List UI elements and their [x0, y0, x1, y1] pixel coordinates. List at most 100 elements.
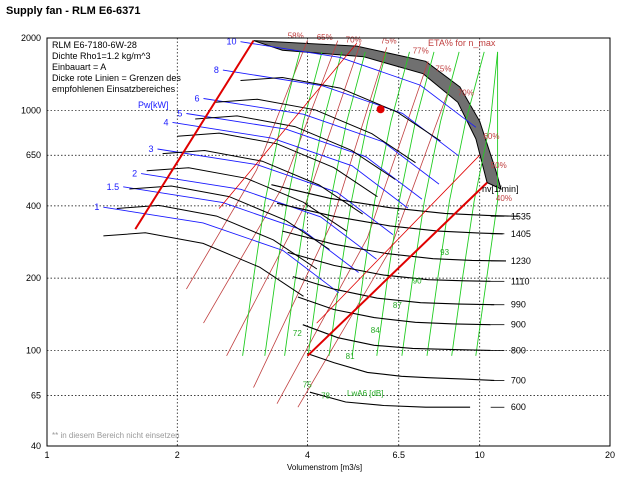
- info-line: RLM E6-7180-6W-28: [52, 40, 137, 50]
- fan-curve: [292, 276, 495, 306]
- x-tick-label: 20: [605, 450, 615, 460]
- noise-label: 90: [413, 276, 422, 285]
- power-curves-layer: 10 8 6 54 3 2 1.5 1: [94, 37, 477, 294]
- fan-curves-layer: [103, 76, 519, 408]
- efficiency-label: 75%: [435, 65, 451, 74]
- window-header: Supply fan - RLM E6-6371: [0, 0, 635, 20]
- speed-label: 800: [511, 345, 526, 355]
- noise-axis-label: LwA6 [dB]: [347, 389, 383, 398]
- power-curve: [141, 173, 377, 260]
- speed-label: 1110: [511, 276, 530, 286]
- footnote: ** in diesem Bereich nicht einsetzen: [52, 431, 180, 440]
- efficiency-curves-layer: [186, 39, 452, 408]
- y-tick-label: 1000: [21, 105, 41, 115]
- x-tick-label: 10: [475, 450, 485, 460]
- fan-curve: [309, 391, 471, 408]
- operating-point: [376, 105, 385, 114]
- efficiency-label: 58%: [288, 32, 304, 41]
- power-label: 1: [94, 202, 99, 212]
- efficiency-label: 60%: [483, 132, 499, 141]
- limit-line-thin: [218, 43, 358, 209]
- plot-frame: [46, 37, 611, 447]
- fan-curve: [240, 76, 441, 142]
- envelope-layer: [253, 40, 502, 190]
- fan-curve: [276, 202, 503, 235]
- window-title: Supply fan - RLM E6-6371: [6, 5, 141, 17]
- noise-label: 84: [371, 326, 380, 335]
- noise-curve: [401, 51, 460, 356]
- fan-curve: [177, 132, 378, 198]
- efficiency-label: 75%: [381, 36, 397, 45]
- info-box: RLM E6-7180-6W-28 Dichte Rho1=1.2 kg/m^3…: [52, 40, 181, 94]
- noise-label: 75: [303, 381, 312, 390]
- fan-curve: [287, 251, 491, 282]
- x-tick-label: 4: [305, 450, 310, 460]
- y-tick-label: 100: [26, 345, 41, 355]
- x-axis-title: Volumenstrom [m3/s]: [287, 463, 362, 472]
- speed-label: 1405: [511, 229, 531, 239]
- noise-curve: [264, 51, 323, 356]
- efficiency-axis-label: ETA% for n_max: [428, 38, 496, 48]
- fan-curve: [271, 184, 519, 217]
- noise-label: 78: [321, 392, 330, 401]
- speed-axis-label: nv[1/min]: [482, 184, 519, 194]
- limit-line: [306, 181, 488, 357]
- fan-curve: [103, 232, 304, 297]
- power-curve: [157, 148, 394, 235]
- fan-curve: [162, 149, 363, 215]
- efficiency-curve: [276, 61, 429, 404]
- power-curve: [240, 41, 477, 128]
- efficiency-label: 70%: [346, 35, 362, 44]
- power-label: 3: [148, 144, 153, 154]
- noise-curve: [376, 51, 435, 356]
- x-tick-label: 6.5: [393, 450, 406, 460]
- efficiency-curve: [253, 47, 388, 388]
- y-tick-label: 65: [31, 390, 41, 400]
- fan-curve: [116, 204, 318, 270]
- fan-curve: [302, 324, 491, 351]
- grid-layer: 1 2 4 6.5 10 20 40 65 100 200 400 650 1000 2000: [21, 33, 615, 460]
- noise-label: 87: [393, 301, 402, 310]
- efficiency-curve: [186, 39, 308, 290]
- speed-label: 900: [511, 320, 526, 330]
- power-curve: [203, 98, 440, 185]
- y-tick-label: 2000: [21, 33, 41, 43]
- power-label: 4: [163, 117, 168, 127]
- noise-curve: [328, 51, 387, 356]
- speed-label: 700: [511, 375, 526, 385]
- y-tick-label: 400: [26, 201, 41, 211]
- power-curve: [123, 186, 359, 273]
- power-label: 2: [132, 169, 137, 179]
- fan-curve: [215, 98, 416, 164]
- limit-line-thin: [316, 154, 480, 324]
- noise-curve: [307, 51, 366, 356]
- power-curve: [186, 113, 423, 200]
- x-tick-label: 2: [175, 450, 180, 460]
- fan-curve: [146, 167, 348, 232]
- noise-curves-layer: [242, 51, 499, 356]
- y-tick-label: 650: [26, 150, 41, 160]
- info-line: Dichte Rho1=1.2 kg/m^3: [52, 51, 151, 61]
- info-line: empfohlenen Einsatzbereiches: [52, 84, 176, 94]
- speed-label: 600: [511, 402, 526, 412]
- fan-curve: [195, 115, 396, 180]
- y-tick-label: 40: [31, 441, 41, 451]
- limit-line: [134, 40, 255, 230]
- speed-label: 1535: [511, 211, 531, 221]
- x-tick-label: 1: [44, 450, 49, 460]
- power-curve: [103, 206, 340, 294]
- noise-label: 72: [293, 329, 302, 338]
- fan-characteristic-chart: 1 2 4 6.5 10 20 40 65 100 200 400 650 1000 2000 10 8 65…: [0, 18, 635, 472]
- efficiency-label: 50%: [491, 161, 507, 170]
- efficiency-label: 77%: [413, 47, 429, 56]
- efficiency-curve: [226, 43, 361, 356]
- power-curve: [172, 121, 409, 209]
- power-label: 8: [214, 65, 219, 75]
- power-label: 5: [177, 108, 182, 118]
- efficiency-curve: [297, 82, 452, 408]
- noise-curve: [284, 51, 343, 356]
- info-line: Dicke rote Linien = Grenzen des: [52, 73, 181, 83]
- y-tick-label: 200: [26, 273, 41, 283]
- noise-curve: [426, 51, 485, 356]
